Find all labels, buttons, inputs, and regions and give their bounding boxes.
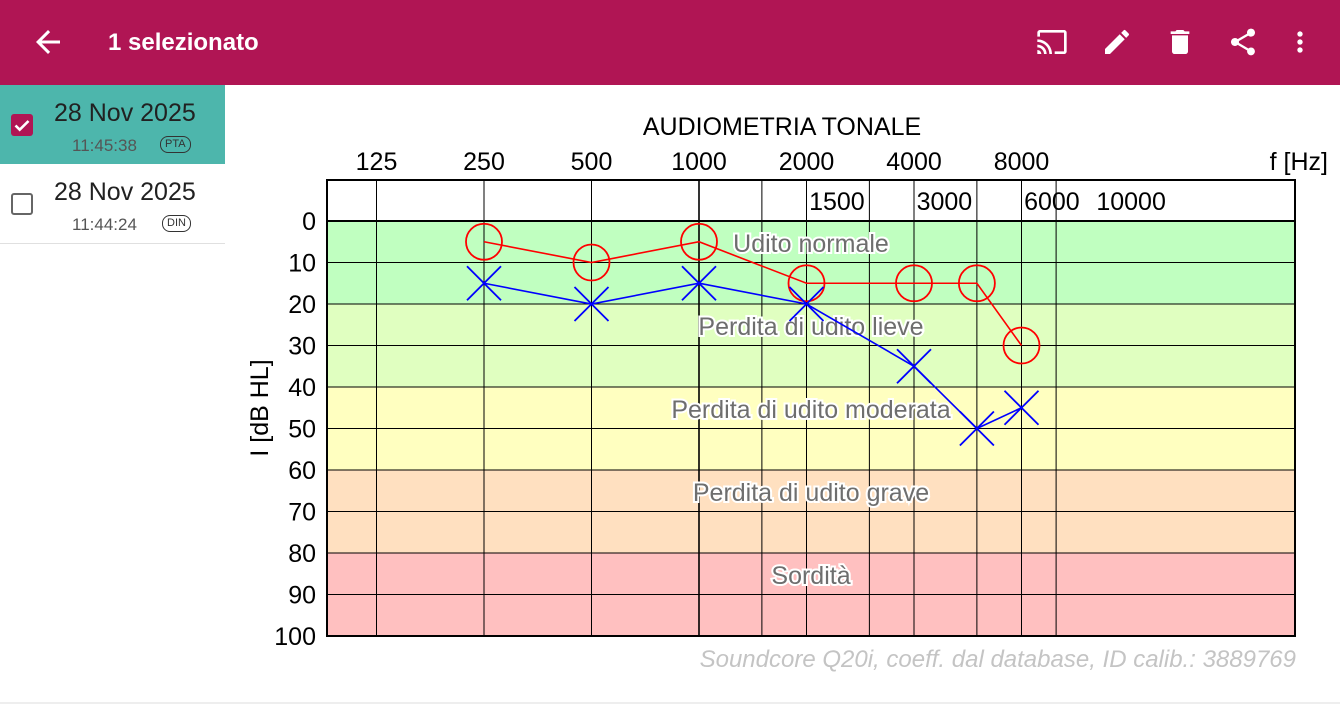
y-tick-label: 70 — [288, 499, 316, 527]
list-item[interactable]: 28 Nov 2025 11:45:38 PTA — [0, 85, 225, 164]
list-item[interactable]: 28 Nov 2025 11:44:24 DIN — [0, 164, 225, 243]
y-tick-label: 20 — [288, 291, 316, 319]
x-tick-label: 8000 — [994, 148, 1050, 176]
x-tick-label: 250 — [463, 148, 505, 176]
app-bar: 1 selezionato — [0, 0, 1340, 85]
y-tick-label: 100 — [274, 623, 316, 651]
data-point — [572, 243, 611, 282]
zone-label: Perdita di udito lieve — [698, 313, 923, 341]
data-point — [573, 286, 610, 322]
share-icon[interactable] — [1223, 22, 1263, 62]
item-time: 11:45:38 — [72, 136, 137, 155]
data-point — [466, 265, 502, 301]
x-tick-label: 6000 — [1024, 188, 1080, 216]
more-vert-icon[interactable] — [1280, 22, 1320, 62]
x-tick-label: 1500 — [809, 188, 865, 216]
data-point — [1002, 326, 1041, 365]
x-tick-label: 125 — [356, 148, 398, 176]
x-tick-label: 1000 — [671, 148, 727, 176]
x-tick-label: 3000 — [917, 188, 973, 216]
calibration-note: Soundcore Q20i, coeff. dal database, ID … — [700, 646, 1296, 673]
y-tick-label: 0 — [302, 208, 316, 236]
item-badge: DIN — [162, 215, 191, 232]
x-tick-label: 2000 — [779, 148, 835, 176]
data-point — [896, 348, 932, 384]
data-point — [788, 286, 825, 322]
y-tick-label: 50 — [288, 416, 316, 444]
item-time: 11:44:24 — [72, 215, 137, 234]
data-point — [1003, 390, 1040, 426]
item-badge: PTA — [160, 136, 191, 153]
y-axis-label: I [dB HL] — [246, 359, 274, 456]
data-point — [787, 264, 826, 303]
chart-title: AUDIOMETRIA TONALE — [643, 113, 921, 141]
data-point — [957, 264, 996, 303]
x-tick-label: 4000 — [886, 148, 942, 176]
y-tick-label: 40 — [288, 374, 316, 402]
item-date: 28 Nov 2025 — [54, 99, 196, 127]
zone-label: Perdita di udito moderata — [671, 396, 950, 424]
series-line — [483, 240, 1023, 346]
y-tick-label: 30 — [288, 333, 316, 361]
data-point — [465, 222, 503, 261]
y-tick-label: 60 — [288, 457, 316, 485]
data-point — [895, 264, 933, 303]
checkbox-checked-icon[interactable] — [10, 113, 34, 137]
delete-icon[interactable] — [1160, 22, 1200, 62]
bottom-divider — [0, 702, 1340, 704]
y-tick-label: 80 — [288, 540, 316, 568]
zone-label: Sordità — [771, 562, 850, 590]
zone-label: Perdita di udito grave — [693, 479, 929, 507]
y-tick-label: 90 — [288, 582, 316, 610]
selection-title: 1 selezionato — [108, 29, 259, 56]
chart-frame — [326, 179, 1296, 637]
list-divider — [0, 243, 225, 244]
measurement-list: 28 Nov 2025 11:45:38 PTA 28 Nov 2025 11:… — [0, 85, 225, 705]
edit-icon[interactable] — [1097, 22, 1137, 62]
x-tick-label: 10000 — [1096, 188, 1166, 216]
zone-label: Udito normale — [733, 230, 889, 258]
x-tick-label: 500 — [571, 148, 613, 176]
data-point — [959, 410, 995, 447]
item-date: 28 Nov 2025 — [54, 178, 196, 206]
data-point — [681, 265, 717, 301]
y-tick-label: 10 — [288, 250, 316, 278]
arrow-back-icon[interactable] — [30, 24, 66, 60]
x-axis-label: f [Hz] — [1270, 148, 1328, 176]
checkbox-unchecked-icon[interactable] — [10, 192, 34, 216]
data-point — [680, 222, 718, 261]
cast-icon[interactable] — [1032, 22, 1072, 62]
